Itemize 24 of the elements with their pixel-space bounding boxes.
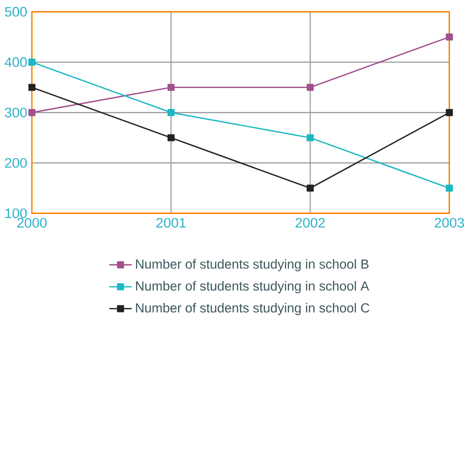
point: [168, 134, 175, 142]
point: [306, 84, 314, 92]
y-tick-label: 200: [5, 158, 27, 168]
point: [446, 34, 453, 41]
legend-label: Number of students studying in school C: [136, 303, 370, 316]
x-tick-label: 2002: [296, 218, 325, 228]
legend-label: Number of students studying in school B: [136, 259, 368, 272]
point: [28, 58, 36, 66]
point: [446, 184, 453, 192]
point: [28, 84, 36, 92]
y-tick-label: 300: [4, 108, 27, 118]
point: [306, 184, 314, 192]
x-tick-label: 2000: [17, 218, 47, 228]
point: [168, 109, 175, 116]
point: [168, 84, 175, 92]
y-tick-label: 500: [4, 7, 27, 17]
x-tick-label: 2003: [434, 218, 464, 228]
y-tick-label: 400: [4, 57, 27, 68]
x-tick-label: 2001: [156, 218, 186, 228]
point: [28, 109, 36, 116]
legend-label: Number of students studying in school A: [136, 281, 370, 294]
point: [306, 134, 314, 142]
y-tick-label: 100: [5, 208, 27, 218]
point: [446, 109, 453, 116]
